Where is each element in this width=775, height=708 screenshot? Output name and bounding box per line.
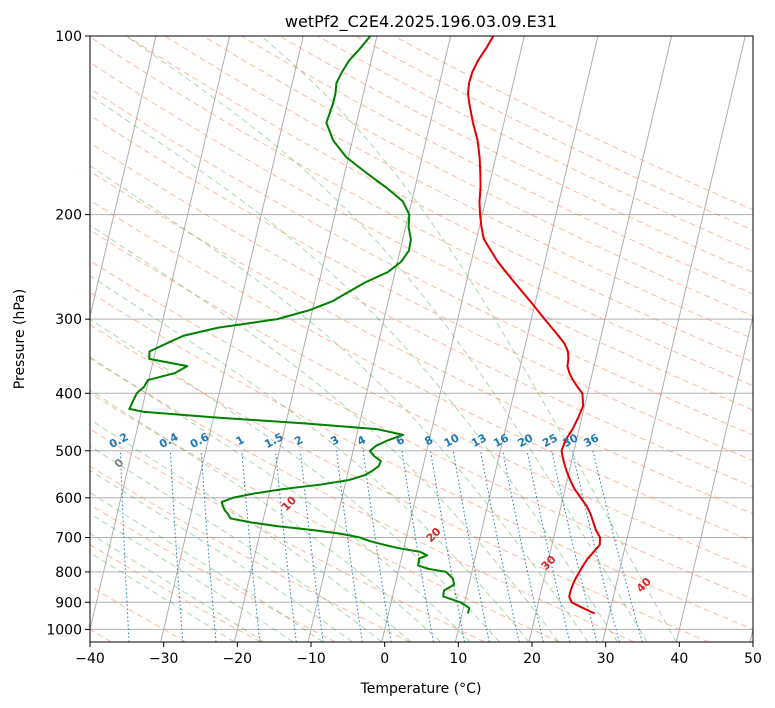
moist-adiabat--4	[90, 469, 353, 642]
mixing-ratio-line-30	[571, 450, 620, 642]
moist-adiabat-24	[90, 224, 559, 642]
plot-area: 0.10.20.40.611.52346810131620253036-100-…	[90, 36, 753, 642]
dry-adiabat--10	[90, 504, 336, 642]
isotherm--20	[233, 36, 378, 642]
dry-adiabat-60	[90, 260, 753, 600]
dry-adiabat-0	[90, 465, 411, 642]
moist-adiabat--8	[90, 492, 324, 642]
dewpoint-profile	[128, 36, 471, 614]
isotherm--50	[90, 36, 157, 319]
x-tick-label-0: 0	[380, 651, 389, 667]
mixing-ratio-label-20: 20	[516, 431, 536, 450]
dry-adiabat-180	[240, 36, 753, 295]
dry-adiabat--30	[90, 585, 187, 642]
isotherm-40	[675, 314, 753, 642]
mixing-ratio-line-25	[551, 450, 598, 642]
mixing-ratio-line-10	[452, 450, 490, 642]
y-tick-label-400: 400	[55, 386, 82, 402]
mixing-ratio-label-36: 36	[581, 431, 601, 450]
y-tick-label-100: 100	[55, 29, 82, 45]
moist-adiabat-36	[125, 36, 648, 642]
mixing-ratio-line-2	[299, 450, 324, 642]
dry-adiabat-140	[90, 36, 753, 387]
mixing-ratio-label-25: 25	[540, 431, 560, 450]
chart-title: wetPf2_C2E4.2025.196.03.09.E31	[285, 12, 557, 32]
mixing-ratio-line-16	[502, 450, 544, 642]
plot-frame	[89, 35, 754, 643]
mixing-ratio-label-13: 13	[469, 431, 489, 450]
moist-adiabat-28	[90, 165, 589, 642]
x-axis-label: Temperature (°C)	[360, 681, 482, 697]
y-tick-label-900: 900	[55, 595, 82, 611]
x-tick-label--40: −40	[75, 651, 105, 667]
y-tick-label-500: 500	[55, 444, 82, 460]
x-tick-label-50: 50	[744, 651, 762, 667]
x-tick-label--30: −30	[149, 651, 179, 667]
y-tick-label-300: 300	[55, 312, 82, 328]
dry-adiabat-40	[90, 324, 709, 642]
mixing-ratio-label-30: 30	[561, 431, 581, 450]
moist-adiabat-20	[90, 275, 530, 642]
y-axis-ticks: 100 200 300 400 500 600 700 800 900 1000	[46, 29, 90, 638]
mixing-ratio-line-0.2	[119, 450, 130, 642]
isotherm-0	[381, 36, 525, 642]
x-tick-label--10: −10	[296, 651, 326, 667]
isotherm--30	[160, 36, 304, 642]
mixing-ratio-line-20	[526, 450, 571, 642]
moist-adiabats	[90, 36, 677, 642]
dry-adiabat-170	[202, 36, 753, 317]
dry-adiabat-30	[90, 357, 635, 642]
moist-adiabat-12	[90, 356, 471, 642]
dry-adiabat-110	[90, 114, 753, 462]
x-axis-ticks: −40 −30 −20 −10 0 10 20 30 40 50	[75, 642, 762, 667]
x-tick-label-40: 40	[670, 651, 688, 667]
x-tick-label-30: 30	[597, 651, 615, 667]
sounding-profiles	[128, 36, 602, 615]
isobar-gridlines	[90, 36, 753, 630]
moist-adiabat-0	[90, 445, 383, 642]
moist-adiabat-4	[90, 419, 412, 642]
isotherm-10	[454, 36, 599, 642]
skewed-isotherm-gridlines	[90, 36, 753, 642]
mixing-ratio-line-4	[362, 450, 392, 642]
mixing-ratio-line-1.5	[275, 450, 297, 642]
dry-adiabat-150	[126, 36, 753, 363]
isotherm-30	[602, 36, 746, 642]
x-tick-label-10: 10	[449, 651, 467, 667]
mixing-ratio-line-13	[480, 450, 520, 642]
temperature-profile	[467, 36, 602, 615]
isotherm--40	[90, 36, 231, 632]
moist-adiabat-8	[90, 389, 441, 642]
x-tick-label--20: −20	[223, 651, 253, 667]
y-tick-label-800: 800	[55, 565, 82, 581]
mixing-ratio-line-0.4	[169, 450, 184, 642]
mixing-ratio-line-36	[592, 450, 643, 642]
dry-adiabats	[90, 36, 753, 642]
mixing-ratio-line-3	[336, 450, 363, 642]
mixing-ratio-lines	[119, 450, 643, 642]
y-tick-label-200: 200	[55, 208, 82, 224]
dry-adiabat-10	[90, 428, 485, 642]
dry-adiabat-80	[90, 199, 753, 543]
y-tick-label-1000: 1000	[46, 622, 82, 638]
mixing-ratio-line-1	[241, 450, 261, 642]
mixing-ratio-line-0.6	[200, 450, 217, 642]
isotherm-20	[528, 36, 673, 642]
y-tick-label-600: 600	[55, 491, 82, 507]
isotherm--10	[307, 36, 452, 642]
y-tick-label-700: 700	[55, 531, 82, 547]
y-axis-label: Pressure (hPa)	[12, 289, 28, 389]
x-tick-label-20: 20	[523, 651, 541, 667]
mixing-ratio-label-10: 10	[442, 431, 462, 450]
mixing-ratio-label-16: 16	[491, 431, 511, 450]
dry-adiabat-70	[90, 229, 753, 571]
dry-adiabat-90	[90, 170, 753, 515]
